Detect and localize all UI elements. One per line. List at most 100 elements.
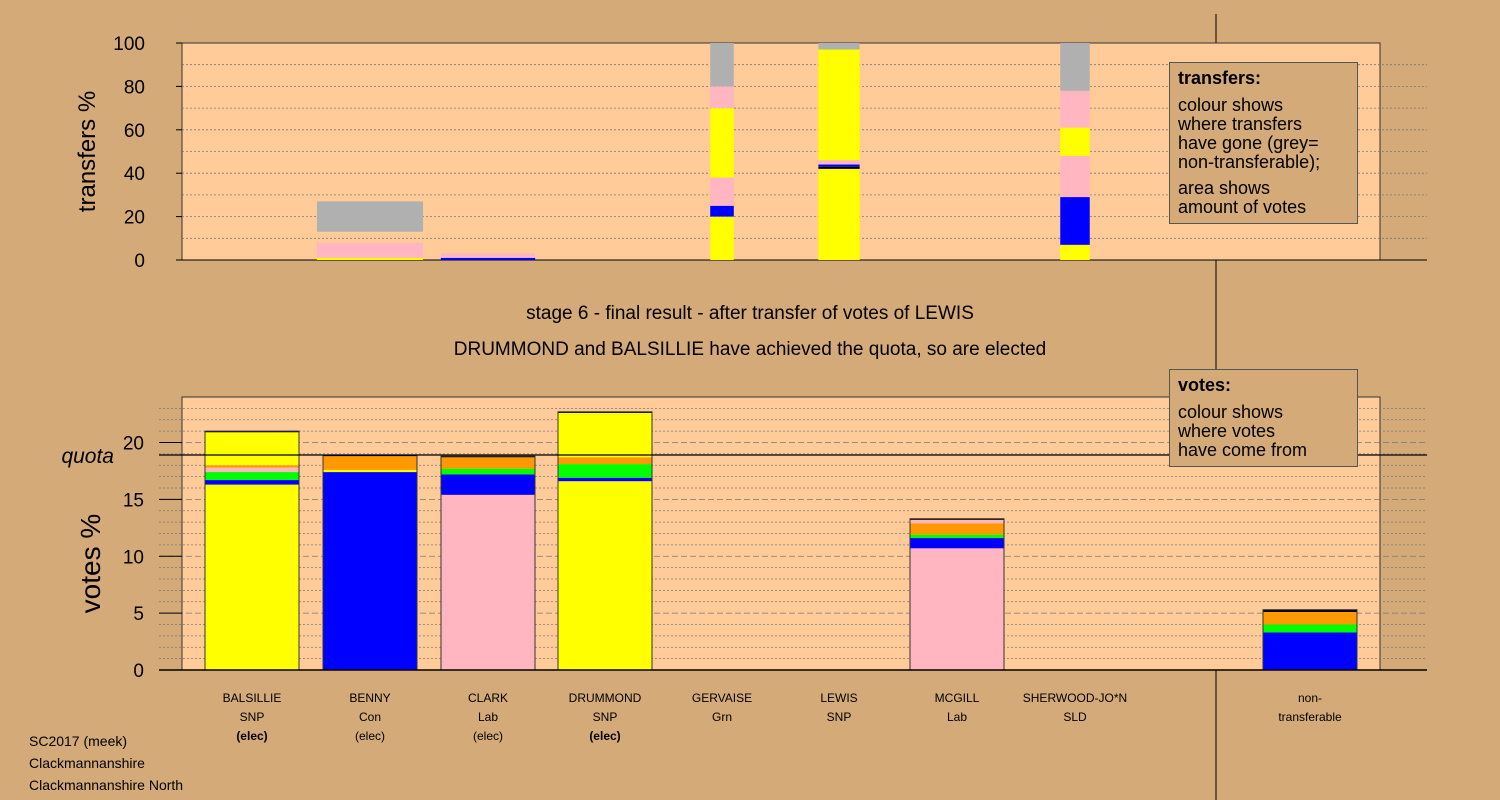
- candidate-name: CLARK: [467, 691, 508, 705]
- transfers-legend: transfers: colour shows where transfers …: [1169, 62, 1358, 224]
- vote-segment: [205, 432, 299, 466]
- vote-segment: [910, 523, 1004, 535]
- candidate-label: CLARK Lab (elec): [418, 689, 558, 746]
- footer-council: Clackmannanshire: [29, 755, 145, 771]
- transfers-y-tick-label: 80: [124, 77, 145, 98]
- transfer-segment: [1060, 127, 1090, 156]
- transfer-segment: [818, 168, 860, 260]
- footer-ward: Clackmannanshire North: [29, 777, 184, 793]
- vote-segment: [441, 494, 535, 670]
- candidate-status: (elec): [472, 729, 503, 743]
- votes-y-tick-label: 15: [123, 490, 144, 511]
- vote-segment: [558, 481, 652, 670]
- candidate-party: Lab: [946, 710, 968, 724]
- vote-segment: [323, 472, 417, 670]
- vote-segment: [1263, 611, 1357, 625]
- transfer-segment: [710, 216, 734, 260]
- footer: SC2017 (meek) Clackmannanshire Clackmann…: [29, 730, 183, 796]
- candidate-status: (elec): [236, 729, 268, 743]
- transfers-y-tick-label: 60: [124, 121, 145, 142]
- votes-y-tick-label: 20: [123, 434, 144, 455]
- vote-segment: [205, 431, 299, 433]
- votes-legend-title: votes:: [1178, 375, 1232, 395]
- candidate-label: BALSILLIE SNP (elec): [182, 689, 322, 746]
- transfers-legend-colour-note: colour shows where transfers have gone (…: [1178, 95, 1321, 172]
- vote-segment: [910, 538, 1004, 549]
- transfer-segment: [818, 49, 860, 161]
- candidate-label: MCGILL Lab: [887, 689, 1027, 727]
- transfer-segment: [440, 257, 536, 260]
- transfer-segment: [316, 242, 424, 258]
- candidate-label: DRUMMOND SNP (elec): [535, 689, 675, 746]
- vote-segment: [441, 468, 535, 475]
- vote-segment: [205, 480, 299, 485]
- stage-subtitle: DRUMMOND and BALSILLIE have achieved the…: [453, 339, 1047, 360]
- candidate-name: BALSILLIE: [222, 691, 282, 705]
- transfers-y-tick-label: 0: [134, 251, 145, 272]
- transfer-segment: [710, 108, 734, 178]
- transfer-segment: [710, 43, 734, 87]
- transfer-segment: [1060, 155, 1090, 198]
- vote-segment: [910, 534, 1004, 539]
- transfer-segment: [316, 201, 424, 232]
- transfer-segment: [316, 257, 424, 260]
- transfer-segment: [1060, 90, 1090, 128]
- vote-segment: [441, 457, 535, 469]
- transfers-y-tick-label: 20: [124, 208, 145, 229]
- candidate-party: SNP: [239, 710, 265, 724]
- vote-segment: [558, 464, 652, 478]
- vote-segment: [205, 472, 299, 481]
- candidate-label: GERVAISE Grn: [652, 689, 792, 727]
- candidate-name: DRUMMOND: [568, 691, 642, 705]
- votes-y-axis-label: votes %: [75, 514, 106, 614]
- votes-y-tick-label: 10: [123, 547, 144, 568]
- candidate-party: SLD: [1063, 710, 1087, 724]
- candidate-label: SHERWOOD-JO*N SLD: [1005, 689, 1145, 727]
- footer-election: SC2017 (meek): [29, 733, 128, 749]
- candidate-name: GERVAISE: [691, 691, 753, 705]
- candidate-status: (elec): [354, 729, 385, 743]
- quota-label: quota: [61, 445, 114, 468]
- transfer-segment: [818, 166, 860, 169]
- transfer-segment: [710, 205, 734, 217]
- vote-segment: [205, 465, 299, 468]
- candidate-party: SNP: [826, 710, 852, 724]
- transfer-segment: [818, 43, 860, 50]
- candidate-name: BENNY: [349, 691, 391, 705]
- votes-legend: votes: colour shows where votes have com…: [1169, 369, 1358, 467]
- transfers-y-tick-label: 40: [124, 164, 145, 185]
- candidate-party: Grn: [711, 710, 732, 724]
- votes-y-tick-label: 0: [133, 661, 144, 682]
- vote-segment: [323, 469, 417, 473]
- candidate-party: Lab: [477, 710, 499, 724]
- transfer-segment: [1060, 244, 1090, 260]
- transfer-segment: [818, 164, 860, 167]
- vote-segment: [558, 457, 652, 465]
- candidate-label: LEWIS SNP: [769, 689, 909, 727]
- candidate-label: BENNY Con (elec): [300, 689, 440, 746]
- candidate-name: LEWIS: [820, 691, 858, 705]
- vote-segment: [558, 412, 652, 458]
- transfer-segment: [710, 177, 734, 206]
- vote-segment: [910, 548, 1004, 670]
- candidate-party: Con: [358, 710, 381, 724]
- vote-segment: [558, 477, 652, 482]
- candidate-name: MCGILL: [934, 691, 980, 705]
- transfer-segment: [1060, 197, 1090, 245]
- transfer-segment: [1060, 43, 1090, 91]
- vote-segment: [323, 456, 417, 470]
- transfer-segment: [710, 86, 734, 109]
- vote-segment: [205, 484, 299, 670]
- nontransferable-label: non- transferable: [1278, 691, 1342, 724]
- vote-segment: [1263, 624, 1357, 633]
- candidate-status: (elec): [589, 729, 621, 743]
- vote-segment: [205, 467, 299, 473]
- transfers-y-axis-label: transfers %: [74, 91, 101, 212]
- transfers-legend-title: transfers:: [1178, 68, 1262, 88]
- transfer-segment: [440, 253, 536, 258]
- vote-segment: [441, 456, 535, 458]
- transfer-segment: [818, 160, 860, 165]
- vote-segment: [910, 519, 1004, 524]
- transfers-y-tick-label: 100: [113, 34, 145, 55]
